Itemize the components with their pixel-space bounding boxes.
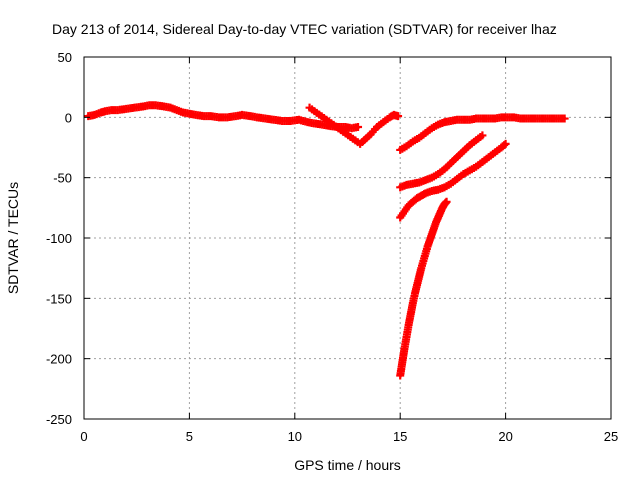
x-tick-label: 15 bbox=[393, 429, 407, 444]
y-tick-label: -50 bbox=[53, 171, 72, 186]
x-tick-label: 5 bbox=[186, 429, 193, 444]
axis-ticks: 0 5 10 15 20 25 50 0 -50 -100 -150 -200 -250 bbox=[46, 50, 618, 444]
x-tick-label: 20 bbox=[498, 429, 512, 444]
y-tick-label: -150 bbox=[46, 291, 72, 306]
x-axis-label: GPS time / hours bbox=[294, 457, 401, 473]
data-points bbox=[84, 101, 569, 380]
y-tick-label: -250 bbox=[46, 412, 72, 427]
data-point bbox=[478, 131, 487, 140]
data-point bbox=[500, 141, 509, 150]
x-tick-label: 25 bbox=[604, 429, 618, 444]
y-axis-label: SDTVAR / TECUs bbox=[5, 182, 21, 294]
y-tick-label: 50 bbox=[58, 50, 72, 65]
data-point bbox=[354, 122, 363, 131]
grid bbox=[84, 57, 611, 419]
data-point bbox=[394, 112, 403, 121]
chart-title: Day 213 of 2014, Sidereal Day-to-day VTE… bbox=[52, 21, 557, 37]
plot-frame bbox=[83, 56, 612, 420]
x-tick-label: 10 bbox=[288, 429, 302, 444]
x-tick-label: 0 bbox=[80, 429, 87, 444]
y-tick-label: -200 bbox=[46, 352, 72, 367]
data-point bbox=[442, 197, 451, 206]
y-tick-label: 0 bbox=[65, 110, 72, 125]
data-point bbox=[560, 114, 569, 123]
y-tick-label: -100 bbox=[46, 231, 72, 246]
data-point bbox=[501, 139, 510, 148]
